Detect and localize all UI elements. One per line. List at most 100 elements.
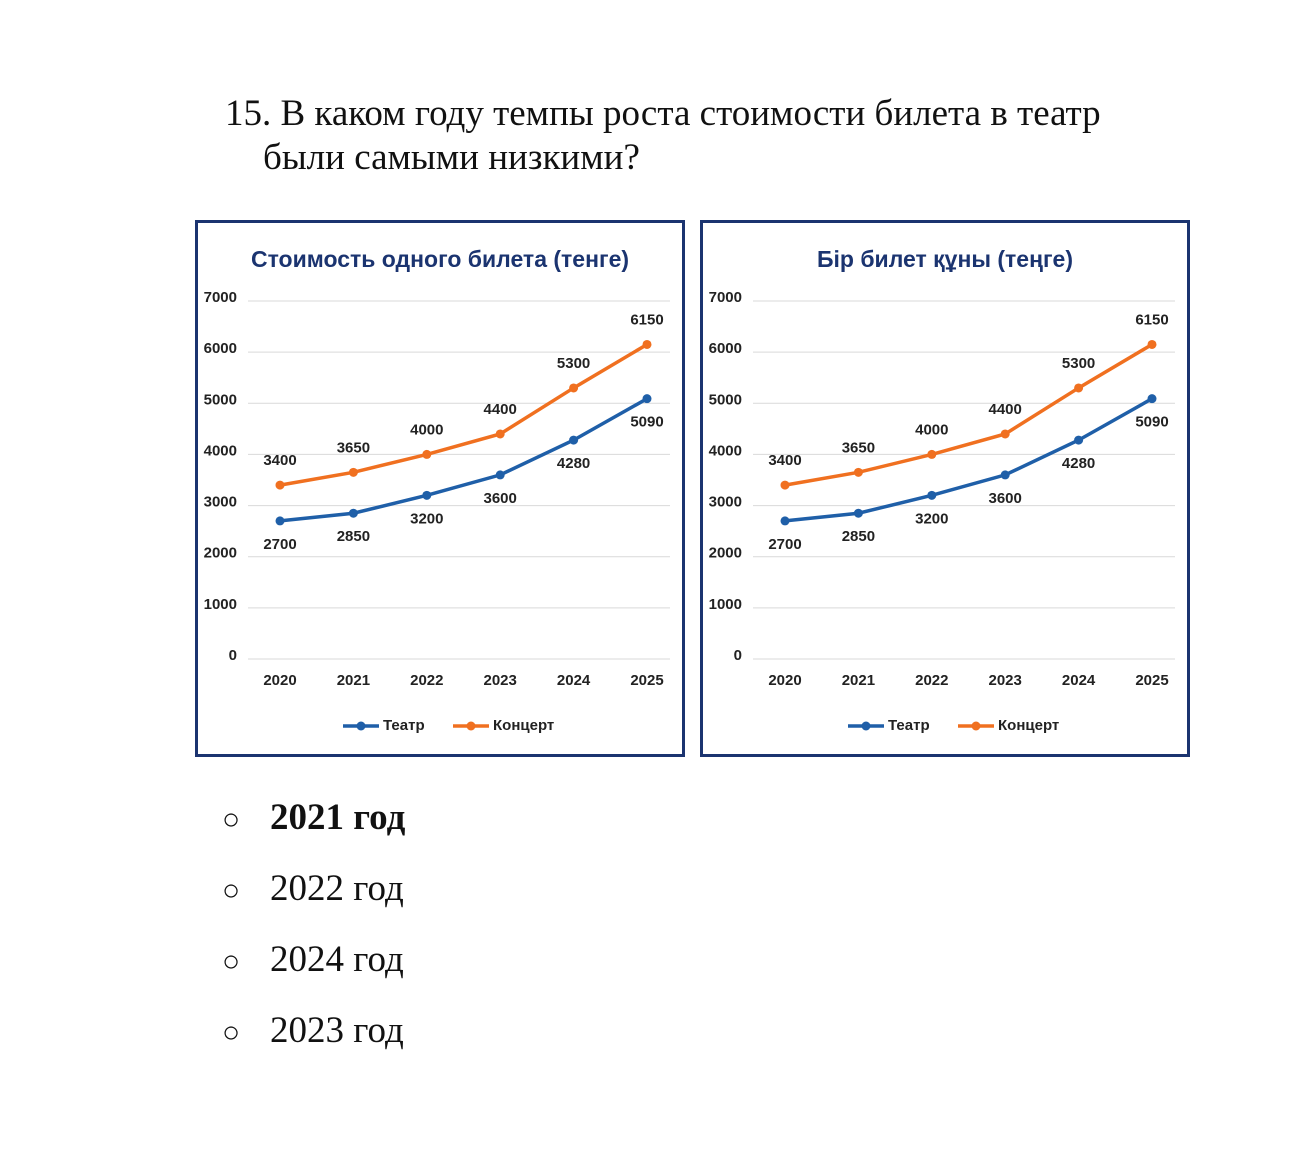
data-label: 2850 — [842, 528, 875, 545]
x-tick-label: 2022 — [410, 672, 443, 689]
x-tick-label: 2020 — [263, 672, 296, 689]
data-label: 5090 — [630, 414, 663, 431]
radio[interactable]: ○ — [222, 874, 241, 907]
y-tick-label: 6000 — [204, 340, 237, 357]
point — [1147, 339, 1157, 349]
line — [279, 397, 648, 523]
data-label: 6150 — [1135, 311, 1168, 328]
data-label: 3200 — [410, 510, 443, 527]
option-label: 2022 год — [270, 868, 404, 909]
y-tick-label: 3000 — [204, 494, 237, 511]
data-label: 4280 — [1062, 455, 1095, 472]
data-label: 3400 — [263, 452, 296, 469]
legend-marker — [356, 721, 366, 731]
data-label: 3650 — [337, 439, 370, 456]
y-tick-label: 5000 — [204, 391, 237, 408]
data-label: 2700 — [768, 536, 801, 553]
radio[interactable]: ○ — [222, 803, 241, 836]
option[interactable]: ○ 2021 год — [222, 796, 405, 839]
data-label: 5090 — [1135, 414, 1168, 431]
y-tick-label: 2000 — [204, 545, 237, 562]
point — [422, 449, 432, 459]
legend-marker — [861, 721, 871, 731]
data-label: 4000 — [410, 421, 443, 438]
data-label: 4280 — [557, 455, 590, 472]
option-label: 2021 год — [270, 797, 406, 838]
legend-marker — [971, 721, 981, 731]
point — [422, 490, 432, 500]
point — [927, 490, 937, 500]
point — [1000, 470, 1010, 480]
chart: Стоимость одного билета (тенге) 0 1000 2000… — [204, 246, 670, 734]
point — [569, 383, 579, 393]
y-tick-label: 0 — [229, 647, 237, 664]
point — [780, 480, 790, 490]
line — [279, 342, 648, 487]
data-label: 3400 — [768, 452, 801, 469]
point — [780, 516, 790, 526]
option-label: 2024 год — [270, 939, 404, 980]
radio[interactable]: ○ — [222, 1016, 241, 1049]
data-label: 3600 — [484, 490, 517, 507]
y-tick-label: 3000 — [709, 494, 742, 511]
y-tick-label: 1000 — [204, 596, 237, 613]
data-label: 3600 — [989, 490, 1022, 507]
question: 15. В каком году темпы роста стоимости б… — [225, 93, 1101, 178]
point — [569, 435, 579, 445]
option[interactable]: ○ 2023 год — [222, 1009, 404, 1052]
x-tick-label: 2024 — [557, 672, 591, 689]
y-tick-label: 4000 — [204, 442, 237, 459]
legend-label: Концерт — [493, 717, 554, 734]
x-tick-label: 2020 — [768, 672, 801, 689]
y-tick-label: 6000 — [709, 340, 742, 357]
y-tick-label: 0 — [734, 647, 742, 664]
y-tick-label: 7000 — [204, 289, 237, 306]
option[interactable]: ○ 2024 год — [222, 938, 404, 981]
point — [348, 467, 358, 477]
chart-title: Стоимость одного билета (тенге) — [251, 246, 629, 272]
line — [784, 342, 1153, 487]
point — [1074, 383, 1084, 393]
data-label: 2850 — [337, 528, 370, 545]
x-tick-label: 2021 — [337, 672, 370, 689]
legend-marker — [466, 721, 476, 731]
data-label: 3650 — [842, 439, 875, 456]
x-tick-label: 2022 — [915, 672, 948, 689]
legend-label: Театр — [888, 717, 930, 734]
point — [1000, 429, 1010, 439]
point — [275, 516, 285, 526]
y-tick-label: 2000 — [709, 545, 742, 562]
point — [853, 467, 863, 477]
data-label: 4000 — [915, 421, 948, 438]
y-tick-label: 7000 — [709, 289, 742, 306]
point — [348, 508, 358, 518]
data-label: 4400 — [989, 401, 1022, 418]
legend-label: Концерт — [998, 717, 1059, 734]
point — [642, 394, 652, 404]
data-label: 6150 — [630, 311, 663, 328]
data-label: 3200 — [915, 510, 948, 527]
line — [784, 397, 1153, 523]
point — [495, 429, 505, 439]
y-tick-label: 4000 — [709, 442, 742, 459]
point — [927, 449, 937, 459]
point — [1074, 435, 1084, 445]
data-label: 5300 — [557, 355, 590, 372]
x-tick-label: 2025 — [630, 672, 663, 689]
x-tick-label: 2025 — [1135, 672, 1168, 689]
x-tick-label: 2024 — [1062, 672, 1096, 689]
point — [1147, 394, 1157, 404]
y-tick-label: 5000 — [709, 391, 742, 408]
chart-title: Бір билет құны (теңге) — [817, 246, 1073, 272]
chart-frame: Стоимость одного билета (тенге) 0 1000 2000… — [195, 220, 685, 757]
option-label: 2023 год — [270, 1010, 404, 1051]
point — [275, 480, 285, 490]
option[interactable]: ○ 2022 год — [222, 867, 404, 910]
x-tick-label: 2023 — [989, 672, 1022, 689]
data-label: 2700 — [263, 536, 296, 553]
x-tick-label: 2023 — [484, 672, 517, 689]
radio[interactable]: ○ — [222, 945, 241, 978]
data-label: 5300 — [1062, 355, 1095, 372]
point — [642, 339, 652, 349]
data-label: 4400 — [484, 401, 517, 418]
